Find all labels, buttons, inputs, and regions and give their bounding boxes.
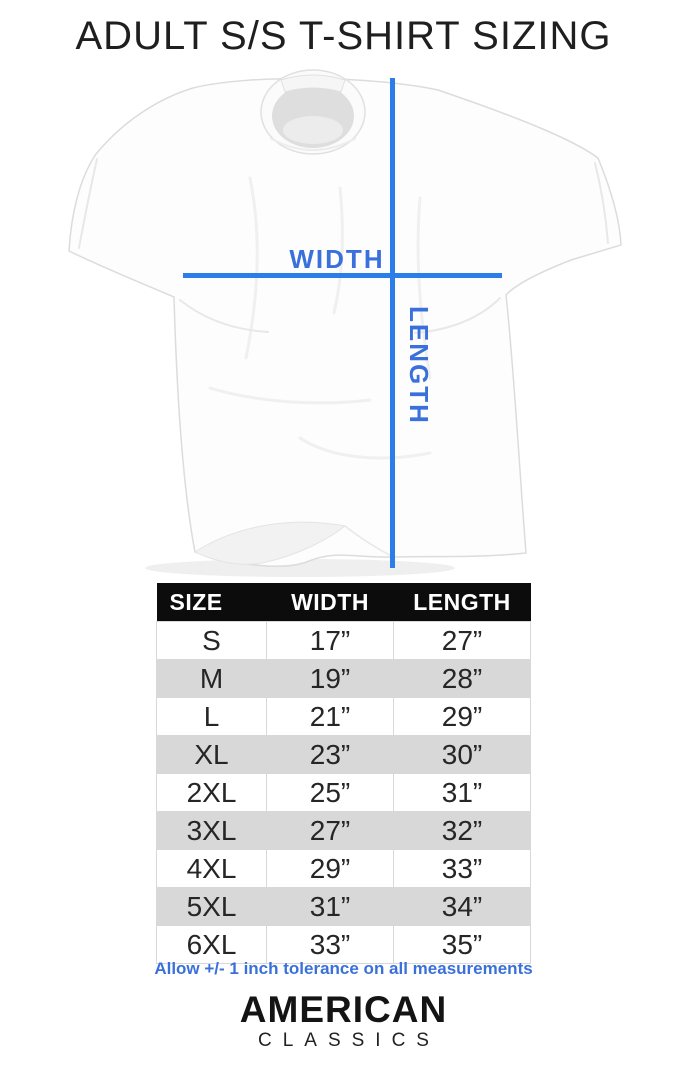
- cell-size: M: [156, 659, 267, 698]
- cell-size: 4XL: [156, 849, 267, 888]
- tshirt-diagram: WIDTH LENGTH: [0, 58, 687, 578]
- page-title: ADULT S/S T-SHIRT SIZING: [75, 14, 612, 58]
- cell-length: 27”: [393, 621, 531, 660]
- table-row: 2XL 25” 31”: [156, 773, 531, 812]
- brand-subname: CLASSICS: [258, 1030, 440, 1051]
- cell-length: 28”: [393, 659, 531, 698]
- cell-size: L: [156, 697, 267, 736]
- cell-length: 29”: [393, 697, 531, 736]
- tshirt-wrinkles: [208, 176, 432, 460]
- table-row: 6XL 33” 35”: [156, 925, 531, 964]
- cell-size: 2XL: [156, 773, 267, 812]
- cell-length: 32”: [393, 811, 531, 850]
- brand-logo: AMERICAN CLASSICS: [0, 991, 687, 1050]
- cell-width: 33”: [266, 925, 394, 964]
- tshirt-seams: [78, 158, 609, 334]
- table-row: 3XL 27” 32”: [156, 811, 531, 850]
- brand-name: AMERICAN: [239, 989, 448, 1030]
- tshirt-illustration: [68, 69, 622, 577]
- table-row: 5XL 31” 34”: [156, 887, 531, 926]
- column-header-size: SIZE: [156, 583, 267, 622]
- size-chart-table: SIZE WIDTH LENGTH S 17” 27” M 19” 28” L 21” 29” X…: [156, 583, 531, 964]
- table-row: M 19” 28”: [156, 659, 531, 698]
- cell-length: 34”: [393, 887, 531, 926]
- cell-length: 35”: [393, 925, 531, 964]
- cell-size: 3XL: [156, 811, 267, 850]
- tolerance-note: Allow +/- 1 inch tolerance on all measur…: [154, 959, 533, 978]
- tshirt-hem-fold: [193, 521, 347, 565]
- cell-width: 27”: [266, 811, 394, 850]
- cell-width: 29”: [266, 849, 394, 888]
- cell-width: 21”: [266, 697, 394, 736]
- column-header-width: WIDTH: [266, 583, 394, 622]
- width-measure-line: [183, 273, 502, 278]
- cell-width: 17”: [266, 621, 394, 660]
- cell-width: 31”: [266, 887, 394, 926]
- table-row: L 21” 29”: [156, 697, 531, 736]
- length-measure-line: [390, 78, 395, 568]
- column-header-length: LENGTH: [393, 583, 531, 622]
- cell-width: 19”: [266, 659, 394, 698]
- cell-size: XL: [156, 735, 267, 774]
- tshirt-hem-line: [344, 525, 394, 558]
- table-row: XL 23” 30”: [156, 735, 531, 774]
- cell-length: 30”: [393, 735, 531, 774]
- table-header-row: SIZE WIDTH LENGTH: [156, 583, 531, 622]
- table-row: 4XL 29” 33”: [156, 849, 531, 888]
- tshirt-shadow: [145, 559, 455, 577]
- tshirt-body: [68, 77, 622, 567]
- cell-size: 6XL: [156, 925, 267, 964]
- cell-width: 25”: [266, 773, 394, 812]
- cell-size: S: [156, 621, 267, 660]
- tshirt-collar: [260, 69, 366, 155]
- width-label: WIDTH: [289, 244, 385, 274]
- cell-length: 31”: [393, 773, 531, 812]
- table-row: S 17” 27”: [156, 621, 531, 660]
- cell-length: 33”: [393, 849, 531, 888]
- cell-width: 23”: [266, 735, 394, 774]
- length-label: LENGTH: [404, 306, 434, 425]
- cell-size: 5XL: [156, 887, 267, 926]
